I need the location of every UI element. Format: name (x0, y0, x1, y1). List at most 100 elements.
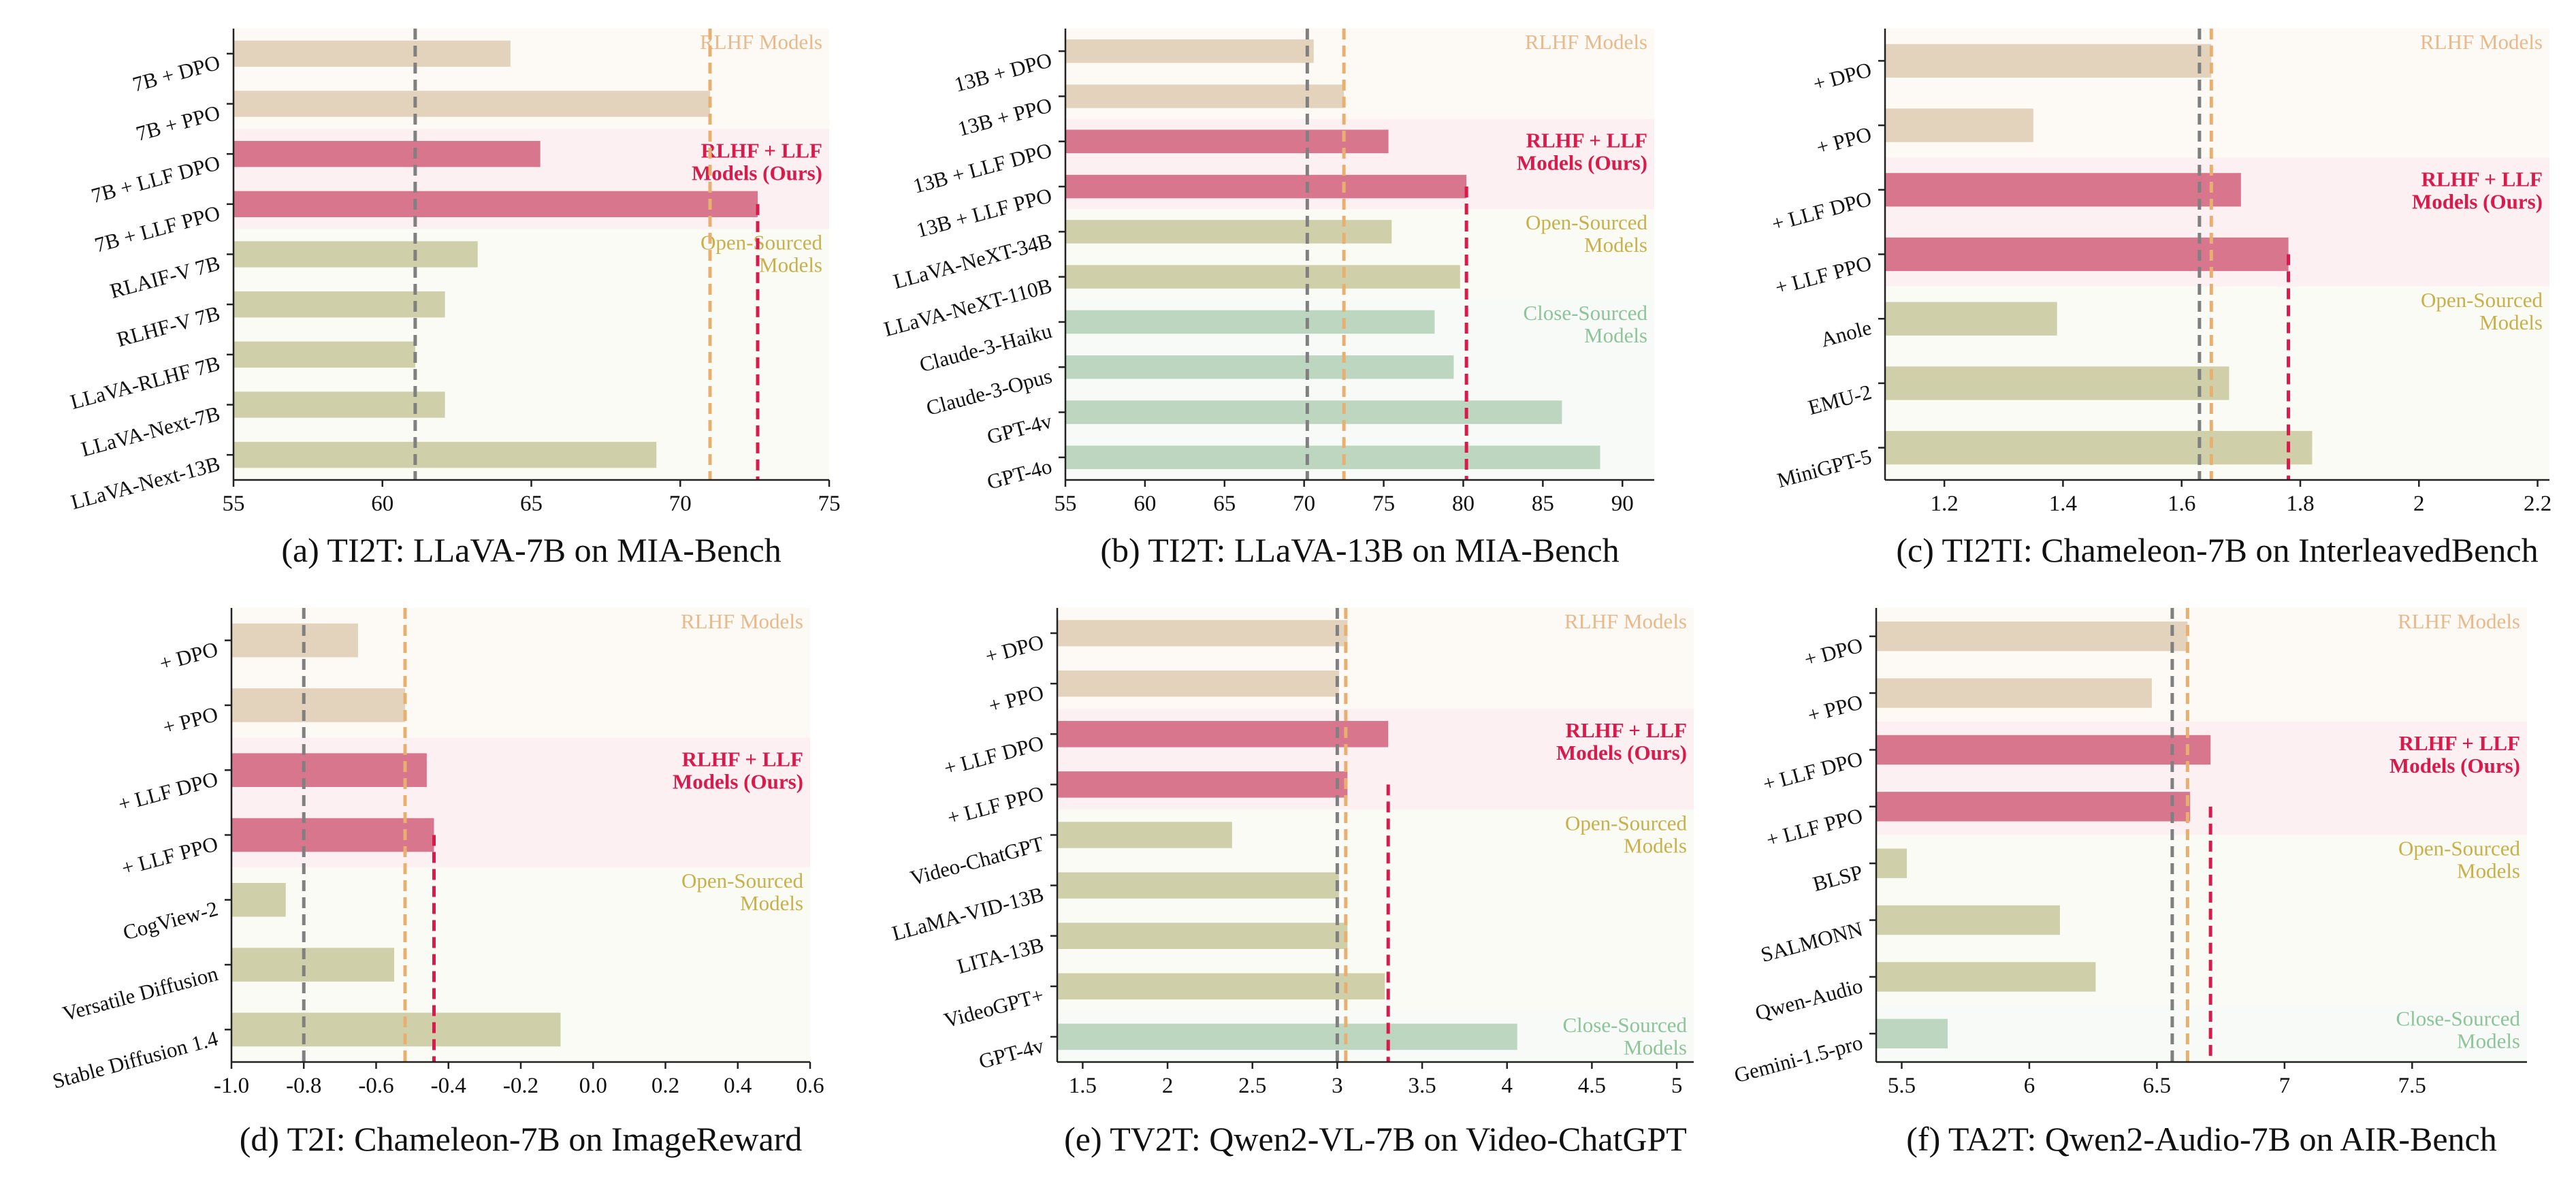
x-tick-label: 2 (2413, 492, 2425, 516)
x-tick-label: 4 (1501, 1074, 1513, 1098)
bar (1876, 962, 2096, 992)
x-tick-label: 90 (1611, 492, 1634, 516)
bar (1065, 355, 1454, 379)
x-tick-label: 1.2 (1931, 492, 1959, 516)
category-label: GPT-4v (976, 1033, 1046, 1074)
x-tick-label: 7 (2279, 1074, 2291, 1098)
category-label: Versatile Diffusion (60, 961, 221, 1026)
x-tick-label: 6.5 (2143, 1074, 2171, 1098)
category-label: + PPO (986, 680, 1046, 718)
category-label: + LLF DPO (1769, 187, 1874, 236)
bar (234, 241, 478, 268)
x-tick-label: 0.2 (651, 1074, 679, 1098)
x-tick-label: 0.0 (579, 1074, 607, 1098)
category-label: + DPO (157, 637, 220, 675)
region-close (1876, 1005, 2527, 1062)
x-tick-label: 6 (2024, 1074, 2035, 1098)
x-tick-label: 75 (1372, 492, 1395, 516)
bar (234, 141, 541, 167)
chart-panel-4: RLHF Models RLHF + LLF Models (Ours) Open-S… (50, 608, 824, 1158)
bar (231, 623, 358, 658)
category-label: 7B + PPO (133, 100, 223, 145)
x-tick-label: 3 (1332, 1074, 1343, 1098)
x-tick-label: 2.5 (1238, 1074, 1266, 1098)
panel-caption: (d) T2I: Chameleon-7B on ImageReward (240, 1120, 803, 1158)
category-label: Anole (1818, 315, 1874, 351)
category-label: EMU-2 (1805, 380, 1874, 419)
bar (1065, 84, 1345, 108)
bar (234, 341, 415, 368)
bar (1065, 129, 1389, 153)
category-label: LLaVA-RLHF 7B (68, 351, 223, 414)
category-label: GPT-4o (984, 454, 1054, 494)
chart-panel-2: RLHF Models RLHF + LLF Models (Ours) Open-S… (882, 29, 1654, 569)
x-tick-label: 55 (223, 492, 245, 516)
bar (1876, 1018, 1948, 1048)
category-label: + DPO (1810, 57, 1873, 95)
category-label: BLSP (1810, 860, 1865, 896)
bar (231, 753, 427, 787)
x-tick-label: 80 (1452, 492, 1475, 516)
category-label: + DPO (1801, 633, 1865, 671)
x-tick-label: 5.5 (1888, 1074, 1916, 1098)
category-label: LITA-13B (954, 933, 1046, 978)
bar (234, 442, 657, 468)
x-tick-label: 4.5 (1578, 1074, 1606, 1098)
panel-caption: (b) TI2T: LLaVA-13B on MIA-Bench (1100, 531, 1619, 569)
bar (1885, 108, 2033, 142)
bar (1065, 174, 1467, 199)
bar (1885, 302, 2057, 336)
bar (1876, 678, 2152, 708)
x-tick-label: 1.6 (2168, 492, 2195, 516)
bar (1065, 400, 1562, 424)
bar (1885, 173, 2241, 207)
category-label: MiniGPT-5 (1775, 445, 1874, 493)
category-label: VideoGPT+ (941, 983, 1046, 1033)
category-label: + LLF PPO (945, 781, 1046, 829)
region-label-close: Close-Sourced Models (2396, 1007, 2520, 1053)
category-label: Video-ChatGPT (907, 831, 1046, 890)
x-tick-label: 1.4 (2049, 492, 2077, 516)
x-tick-label: 1.8 (2286, 492, 2314, 516)
bar (1057, 922, 1348, 949)
chart-panel-1: RLHF Models RLHF + LLF Models (Ours) Open-S… (68, 29, 841, 569)
bar (1876, 848, 1907, 878)
panel-caption: (f) TA2T: Qwen2-Audio-7B on AIR-Bench (1906, 1120, 2496, 1158)
category-label: 13B + PPO (955, 93, 1054, 140)
region-label-open: Open-Sourced Models (681, 869, 804, 915)
x-tick-label: 65 (520, 492, 543, 516)
category-label: 7B + DPO (130, 50, 223, 97)
region-label-rlhf: RLHF Models (681, 609, 803, 633)
bar (1065, 265, 1460, 289)
region-label-rlhf: RLHF Models (1564, 609, 1687, 633)
bar (1057, 721, 1389, 747)
bar (1876, 792, 2191, 822)
region-label-rlhf: RLHF Models (2398, 609, 2520, 633)
category-label: + DPO (982, 630, 1046, 668)
bar (1885, 366, 2229, 400)
category-label: Qwen-Audio (1752, 974, 1865, 1025)
chart-panel-5: RLHF Models RLHF + LLF Models (Ours) Open-S… (890, 608, 1694, 1158)
bar (1065, 310, 1435, 334)
category-label: + LLF PPO (1764, 803, 1865, 852)
category-label: 13B + DPO (952, 48, 1054, 97)
bar (1057, 1023, 1517, 1050)
bar (231, 883, 286, 917)
bar (1885, 44, 2212, 78)
category-label: + LLF PPO (1773, 251, 1874, 299)
x-tick-label: 75 (818, 492, 841, 516)
bar (1057, 670, 1339, 697)
category-label: + LLF PPO (119, 831, 221, 880)
region-label-rlhf: RLHF Models (700, 30, 822, 54)
category-label: LLaVA-Next-7B (78, 401, 222, 461)
region-label-rlhf: RLHF Models (2420, 30, 2543, 54)
bar (234, 91, 710, 117)
x-tick-label: 85 (1532, 492, 1554, 516)
x-tick-label: -0.6 (358, 1074, 393, 1098)
panel-caption: (e) TV2T: Qwen2-VL-7B on Video-ChatGPT (1064, 1120, 1687, 1158)
category-label: CogView-2 (120, 897, 221, 945)
region-label-open: Open-Sourced Models (2421, 288, 2543, 334)
region-label-llf: RLHF + LLF Models (Ours) (673, 747, 803, 794)
bar (1065, 220, 1392, 244)
bar (231, 1012, 561, 1047)
